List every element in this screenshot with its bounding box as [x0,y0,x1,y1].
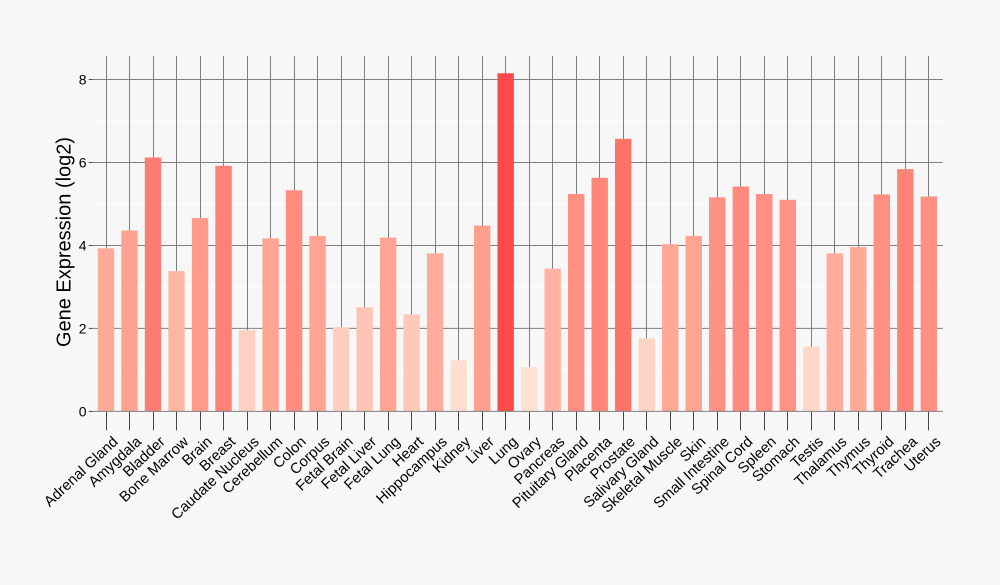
svg-text:4: 4 [79,238,87,254]
svg-text:Gene Expression (log2): Gene Expression (log2) [54,137,76,347]
svg-text:0: 0 [79,403,87,419]
svg-text:6: 6 [79,155,87,171]
svg-text:2: 2 [79,320,87,336]
svg-text:8: 8 [79,72,87,88]
